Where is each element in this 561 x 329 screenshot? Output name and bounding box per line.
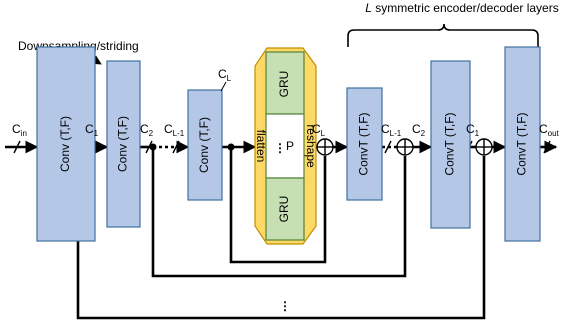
skip-dots-icon: ⋮ (279, 299, 291, 313)
slash-mark (172, 140, 180, 154)
bottleneck-block: GRU P ⋮ GRU flatten reshape (254, 47, 318, 245)
gru-middle (265, 113, 305, 179)
gru-bottom-label: GRU (277, 196, 291, 223)
decoder-block-2: ConvT (T,F) (430, 60, 471, 229)
channel-label-cl1-enc: CL-1 (164, 122, 185, 138)
encoder-block-1: Conv (T,F) (36, 46, 96, 242)
encoder-block-l-label: Conv (T,F) (197, 117, 211, 173)
slash-mark (145, 140, 153, 154)
layers-brace (347, 23, 539, 47)
decoder-block-l-label: ConvT (T,F) (357, 112, 371, 175)
sum-node-l (316, 138, 334, 156)
channel-label-c-out: Cout (539, 122, 560, 138)
channel-label-c1-dec: C1 (466, 122, 480, 138)
skip-connection-2 (151, 147, 407, 278)
junction-dot (149, 143, 157, 151)
p-dots-icon: ⋮ (274, 141, 286, 155)
channel-label-cl-out: CL (312, 122, 326, 138)
encoder-block-l: Conv (T,F) (187, 89, 223, 201)
channel-label-cl-top: CL (218, 67, 232, 83)
channel-label-c1-enc: C1 (85, 122, 99, 138)
p-label: P (286, 139, 294, 153)
layers-annotation: L symmetric encoder/decoder layers (365, 1, 558, 15)
decoder-block-1: ConvT (T,F) (504, 46, 541, 242)
channel-label-cl-pointer (220, 81, 227, 92)
encoder-block-2-label: Conv (T,F) (116, 116, 130, 172)
gru-top-label: GRU (277, 71, 291, 98)
slash-mark (13, 140, 21, 154)
junction-dot (227, 143, 235, 151)
reshape-label: reshape (304, 124, 318, 168)
gru-bottom (265, 177, 305, 241)
decoder-block-l: ConvT (T,F) (346, 87, 383, 201)
channel-label-cl1-dec: CL-1 (381, 122, 402, 138)
channel-label-c2-enc: C2 (140, 122, 154, 138)
encoder-block-2: Conv (T,F) (106, 60, 141, 228)
sum-node-1 (475, 138, 493, 156)
decoder-block-2-label: ConvT (T,F) (443, 112, 457, 175)
flatten-label: flatten (254, 130, 268, 163)
slash-mark (384, 140, 392, 154)
channel-label-c-in: Cin (12, 122, 27, 138)
skip-connection-l (229, 147, 327, 264)
sum-node-2 (396, 138, 414, 156)
channel-label-c2-dec: C2 (412, 122, 426, 138)
encoder-block-1-label: Conv (T,F) (58, 116, 72, 172)
decoder-block-1-label: ConvT (T,F) (515, 112, 529, 175)
slash-mark (543, 140, 551, 154)
